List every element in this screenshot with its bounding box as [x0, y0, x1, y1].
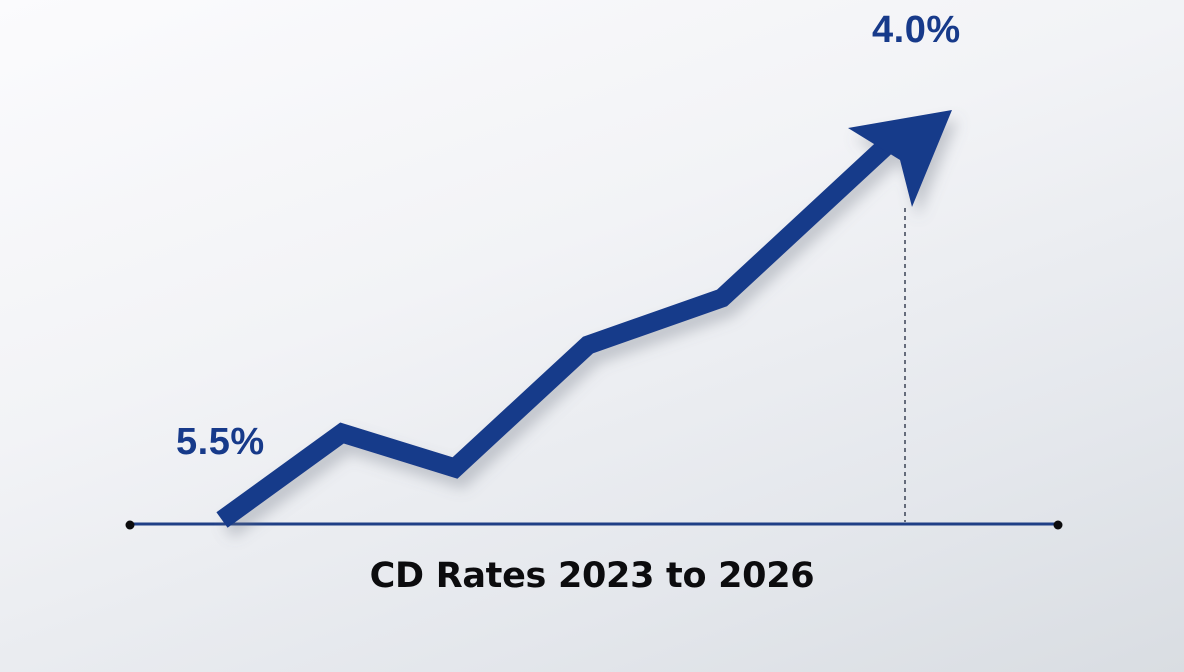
axis-end-dot — [1053, 520, 1063, 530]
chart-title: CD Rates 2023 to 2026 — [369, 556, 815, 596]
start-value-label: 5.5% — [176, 421, 265, 463]
axis-start-dot — [125, 520, 135, 530]
trend-arrow — [216, 110, 952, 528]
end-value-label: 4.0% — [872, 9, 961, 51]
arrowhead-icon — [848, 110, 952, 207]
trend-line — [216, 139, 893, 528]
